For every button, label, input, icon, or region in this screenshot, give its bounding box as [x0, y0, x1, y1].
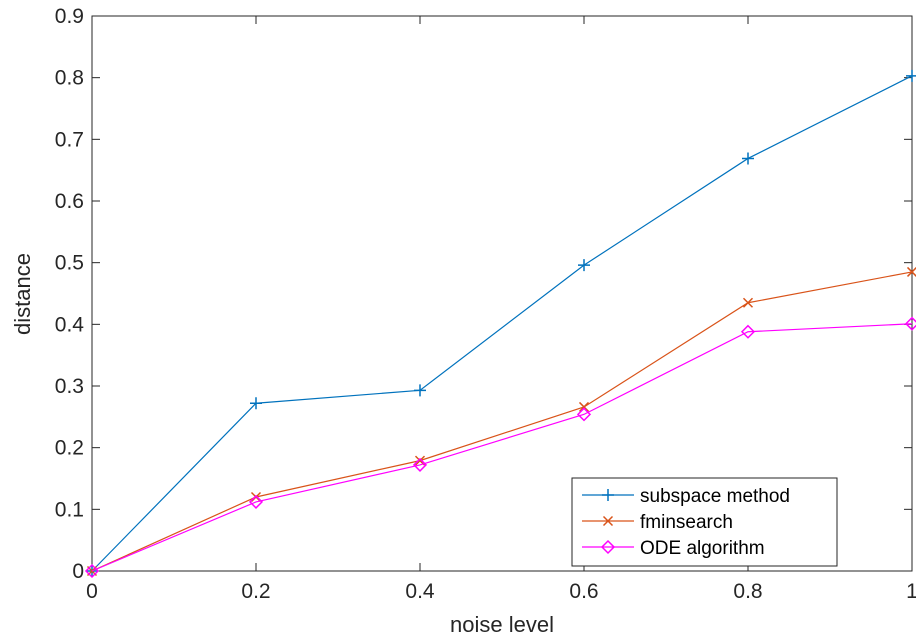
y-tick-label: 0.7	[55, 128, 84, 151]
x-tick-label: 0.2	[241, 580, 270, 603]
x-tick-label: 0.8	[733, 580, 762, 603]
series-2	[84, 316, 916, 579]
y-tick-label: 0.8	[55, 67, 84, 90]
data-point	[904, 316, 916, 331]
y-tick-label: 0.9	[55, 5, 84, 28]
data-point	[742, 152, 754, 165]
legend-marker	[602, 489, 614, 501]
y-axis-label: distance	[10, 253, 35, 335]
legend-label: subspace method	[640, 486, 790, 507]
data-point	[578, 401, 590, 412]
legend: subspace method fminsearch ODE algorithm	[571, 477, 838, 567]
legend-label: ODE algorithm	[640, 538, 765, 559]
data-point	[740, 324, 756, 339]
series-line	[91, 323, 913, 572]
y-tick-label: 0	[72, 560, 84, 583]
x-tick-label: 0.6	[569, 580, 598, 603]
series-0	[86, 69, 916, 577]
data-point	[250, 491, 262, 503]
legend-marker	[602, 515, 614, 527]
x-tick-label: 0.4	[405, 580, 435, 603]
legend-label: fminsearch	[640, 512, 733, 533]
data-point	[742, 297, 754, 308]
x-axis-label: noise level	[450, 612, 554, 637]
data-point	[412, 457, 428, 472]
series-line	[91, 75, 913, 572]
y-tick-label: 0.1	[55, 498, 84, 521]
data-point	[576, 407, 592, 422]
y-tick-label: 0.4	[55, 313, 85, 336]
data-point	[84, 563, 100, 579]
y-tick-label: 0.5	[55, 252, 84, 275]
y-tick-label: 0.2	[55, 437, 84, 460]
y-axis-ticks: 0 0.1 0.2 0.3 0.4 0.5 0.6 0.7 0.8 0.9	[55, 5, 912, 583]
y-tick-label: 0.6	[55, 190, 84, 213]
data-point	[906, 266, 916, 277]
legend-box	[571, 477, 838, 567]
x-axis-ticks: 0 0.2 0.4 0.6 0.8 1	[86, 16, 916, 603]
x-tick-label: 0	[86, 580, 98, 603]
data-point	[906, 69, 916, 82]
data-point	[414, 384, 426, 397]
data-point	[578, 259, 590, 272]
x-tick-label: 1	[906, 580, 916, 603]
y-tick-label: 0.3	[55, 375, 84, 398]
legend-marker	[600, 539, 616, 555]
series-line	[91, 271, 913, 572]
series-layer	[84, 69, 916, 579]
data-point	[250, 397, 262, 410]
data-point	[248, 494, 264, 509]
